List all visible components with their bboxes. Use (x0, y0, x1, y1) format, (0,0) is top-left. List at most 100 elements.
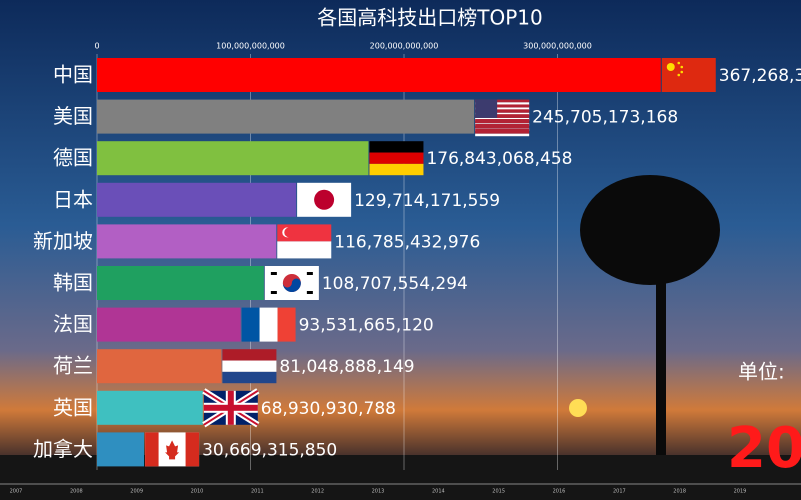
value-label: 108,707,554,294 (322, 274, 468, 294)
y-tick-label: 法国 (53, 312, 93, 336)
flag-part (259, 307, 278, 342)
value-label: 93,531,665,120 (299, 316, 434, 336)
flag-part (306, 272, 313, 275)
value-label: 116,785,432,976 (334, 232, 480, 252)
value-label: 367,268,3 (719, 66, 801, 86)
flag-part (475, 110, 530, 113)
flag-part (661, 58, 716, 92)
x-tick-label: 300,000,000,000 (523, 42, 592, 51)
timeline-label: 2007 (10, 489, 23, 495)
flag (277, 224, 332, 259)
flag-part (475, 104, 530, 108)
unit-label: 单位: (738, 360, 785, 384)
timeline-label: 2013 (372, 489, 385, 495)
x-tick-label: 100,000,000,000 (216, 42, 285, 51)
tree-crown (580, 175, 720, 285)
timeline-label: 2017 (613, 489, 626, 495)
timeline-label: 2019 (734, 489, 747, 495)
value-label: 129,714,171,559 (354, 191, 500, 211)
timeline-label: 2016 (553, 489, 566, 495)
flag-part (475, 102, 530, 105)
flag (145, 432, 200, 467)
chart-title: 各国高科技出口榜TOP10 (317, 6, 542, 30)
value-label: 176,843,068,458 (426, 149, 572, 169)
flag-part (165, 440, 180, 460)
value-label: 68,930,930,788 (261, 399, 396, 419)
flag-part (475, 115, 530, 118)
bar (97, 99, 475, 134)
flag-part (475, 123, 530, 127)
flag-part (270, 291, 277, 294)
flag-part (185, 432, 200, 467)
bar (97, 58, 661, 92)
year-label: 20 (727, 416, 801, 481)
flag-part (475, 107, 530, 111)
flag (241, 307, 296, 342)
flag-part (369, 152, 424, 164)
timeline-label: 2014 (432, 489, 445, 495)
flag-part (475, 128, 530, 132)
flag (369, 141, 424, 176)
y-tick-label: 新加坡 (33, 229, 93, 253)
flag-part (680, 65, 684, 69)
flag (661, 58, 716, 92)
value-label: 81,048,888,149 (279, 357, 414, 377)
tree-trunk (656, 240, 666, 470)
flag (202, 388, 260, 428)
timeline-label: 2011 (251, 489, 264, 495)
y-tick-label: 韩国 (53, 271, 93, 295)
flag-part (145, 432, 159, 467)
timeline-label: 2015 (492, 489, 505, 495)
bar (97, 224, 277, 259)
flag-part (222, 371, 277, 384)
flag-part (314, 189, 335, 210)
flag-part (284, 227, 295, 238)
y-tick-label: 加拿大 (33, 437, 93, 461)
flag-part (680, 70, 684, 74)
bar (97, 390, 203, 425)
bar (97, 349, 222, 384)
flag-part (475, 99, 530, 103)
value-label: 30,669,315,850 (202, 440, 337, 460)
flag-part (475, 130, 530, 134)
sun (569, 399, 587, 417)
timeline-label: 2010 (191, 489, 204, 495)
timeline-label: 2018 (673, 489, 686, 495)
flag-part (282, 278, 301, 292)
y-tick-label: 中国 (53, 63, 93, 87)
flag-part (277, 307, 296, 342)
timeline-label: 2009 (130, 489, 143, 495)
flag-part (475, 125, 530, 129)
flag (297, 182, 352, 217)
y-tick-label: 德国 (53, 146, 93, 170)
x-tick-label: 0 (94, 42, 99, 51)
x-tick-label: 200,000,000,000 (370, 42, 439, 51)
flag (222, 349, 277, 384)
flag (475, 99, 530, 137)
flag-part (475, 120, 530, 124)
flag-part (277, 241, 332, 259)
y-tick-label: 英国 (53, 395, 93, 419)
bar (97, 141, 369, 176)
y-tick-label: 美国 (53, 104, 93, 128)
timeline-label: 2012 (311, 489, 324, 495)
flag-part (270, 272, 277, 275)
bar (97, 266, 264, 300)
flag (264, 266, 319, 300)
flag-part (677, 61, 681, 65)
value-label: 245,705,173,168 (532, 108, 678, 128)
bar (97, 182, 297, 217)
y-tick-label: 日本 (53, 187, 93, 211)
flag-part (203, 404, 258, 411)
flag-part (222, 349, 277, 361)
flag-part (475, 112, 530, 116)
flag-part (677, 73, 681, 77)
y-tick-label: 荷兰 (53, 354, 93, 378)
flag-part (475, 119, 530, 122)
flag-part (475, 133, 530, 137)
flag-part (222, 360, 277, 372)
flag-part (475, 99, 498, 118)
flag-part (369, 141, 424, 153)
bar (97, 432, 145, 467)
timeline-label: 2008 (70, 489, 83, 495)
